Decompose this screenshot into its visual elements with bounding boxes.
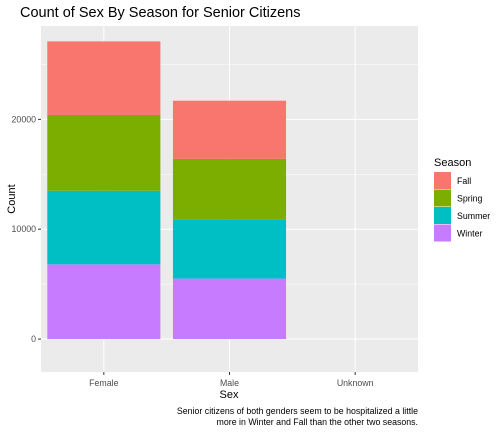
bar-winter-female xyxy=(47,264,161,340)
caption-line-2: more in Winter and Fall than the other t… xyxy=(217,417,418,427)
legend-title: Season xyxy=(434,157,471,169)
legend-swatch-summer xyxy=(434,207,451,224)
legend-swatch-spring xyxy=(434,189,451,207)
x-tick-label: Male xyxy=(220,378,239,388)
x-axis-title: Sex xyxy=(220,389,239,401)
y-axis-title: Count xyxy=(6,184,18,213)
y-tick-label: 10000 xyxy=(12,224,37,234)
chart-title: Count of Sex By Season for Senior Citize… xyxy=(20,5,300,21)
bars xyxy=(47,41,287,340)
caption-line-1: Senior citizens of both genders seem to … xyxy=(177,406,418,416)
y-axis-ticks: 0 10000 20000 xyxy=(12,114,41,344)
legend: Season Fall Spring Summer Winter xyxy=(434,157,490,242)
y-tick-label: 20000 xyxy=(12,114,37,124)
legend-label-winter: Winter xyxy=(457,229,482,239)
bar-summer-male xyxy=(172,219,287,279)
bar-summer-female xyxy=(47,190,161,265)
x-axis-ticks: Female Male Unknown xyxy=(89,372,374,388)
bar-fall-female xyxy=(47,41,161,115)
bar-spring-male xyxy=(172,158,287,220)
x-tick-label: Female xyxy=(89,378,118,388)
legend-swatch-fall xyxy=(434,172,451,189)
bar-winter-male xyxy=(172,278,287,340)
legend-label-summer: Summer xyxy=(457,211,490,221)
y-tick-label: 0 xyxy=(31,334,36,344)
x-tick-label: Unknown xyxy=(337,378,374,388)
bar-fall-male xyxy=(172,100,287,159)
legend-swatch-winter xyxy=(434,224,451,242)
bar-spring-female xyxy=(47,114,161,191)
legend-label-fall: Fall xyxy=(457,176,471,186)
legend-label-spring: Spring xyxy=(457,194,483,204)
